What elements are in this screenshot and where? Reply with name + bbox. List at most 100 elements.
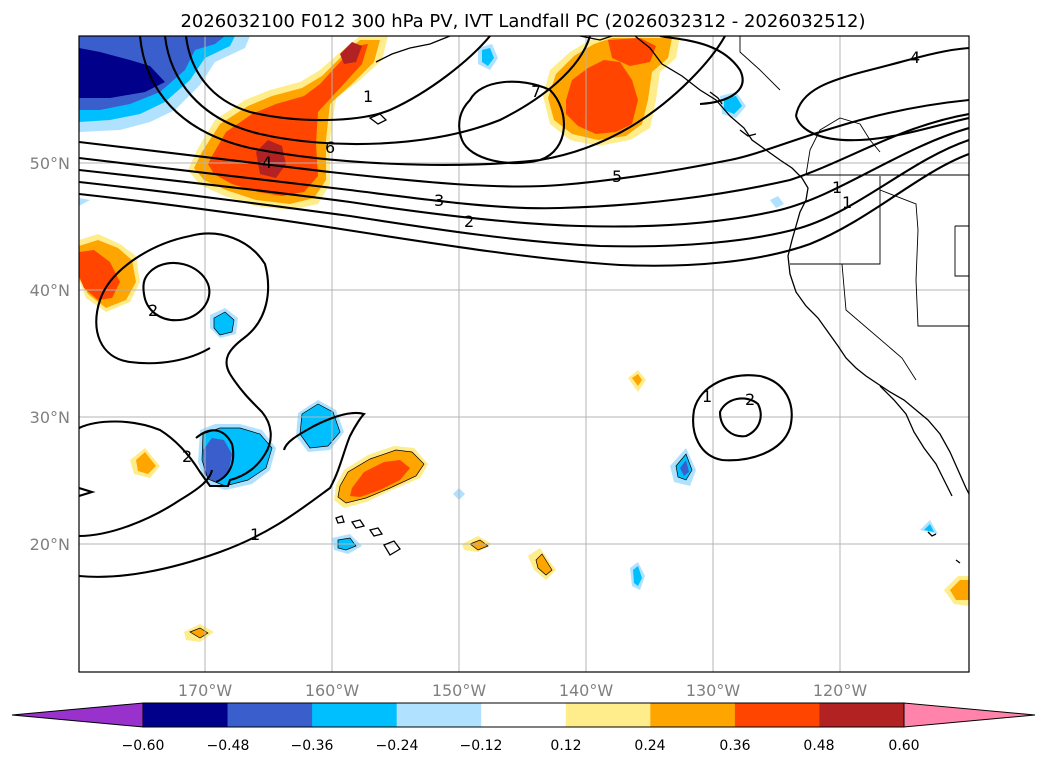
contour-line	[79, 98, 969, 188]
pos-region-small	[632, 374, 642, 386]
alaska-coast	[375, 36, 451, 63]
contour-line	[195, 429, 235, 483]
baja-coast	[879, 385, 953, 497]
lon-label: 150°W	[432, 681, 487, 700]
contour-label: 4	[262, 153, 272, 172]
colorbar-segment	[734, 703, 820, 727]
colorbar-segment	[312, 703, 398, 727]
contour-line	[692, 374, 793, 462]
map-frame	[78, 35, 970, 673]
neg-region-small	[482, 48, 494, 66]
island	[350, 519, 366, 529]
state-border	[879, 189, 969, 327]
colorbar-segment	[904, 703, 1035, 727]
neg-region-small	[770, 196, 784, 208]
pos-region-northeast	[566, 60, 638, 134]
pos-region-small	[950, 580, 969, 600]
neg-region-small	[680, 460, 689, 476]
contour-label: 2	[182, 447, 192, 466]
contour-label: 2	[148, 301, 158, 320]
island	[383, 540, 401, 556]
colorbar-tick-labels: −0.60 −0.48 −0.36 −0.24 −0.12 0.12 0.24 …	[122, 738, 920, 754]
colorbar-segment	[819, 703, 905, 727]
colorbar-tick-label: −0.48	[207, 738, 250, 754]
contour-line	[79, 469, 214, 538]
lon-label: 160°W	[305, 681, 360, 700]
contour-label: 6	[325, 138, 335, 157]
colorbar-segment	[12, 703, 143, 727]
contour-line	[79, 232, 272, 488]
map-panel: 6 4 1 7 5 3 2 4 1 2 1 2 1 2 1	[79, 36, 969, 672]
lon-label: 140°W	[559, 681, 614, 700]
alaska-canada-border	[739, 36, 781, 91]
neg-region-small	[633, 566, 642, 586]
colorbar-tick-label: 0.36	[719, 738, 750, 754]
lat-label: 40°N	[30, 281, 70, 300]
contour-line	[794, 46, 969, 117]
colorbar-tick-label: −0.60	[122, 738, 165, 754]
colorbar-segment	[143, 703, 229, 727]
contour-label: 5	[612, 167, 622, 186]
lat-label: 30°N	[30, 408, 70, 427]
colorbar-segment	[565, 703, 651, 727]
colorbar-tick-label: 0.48	[803, 738, 834, 754]
contour-label: 1	[250, 525, 260, 544]
island	[579, 36, 613, 41]
state-border	[954, 225, 969, 277]
colorbar: −0.60 −0.48 −0.36 −0.24 −0.12 0.12 0.24 …	[11, 702, 1036, 754]
contour-labels: 6 4 1 7 5 3 2 4 1 2 1 2 1 2 1	[148, 48, 920, 544]
contour-label: 1	[832, 178, 842, 197]
contour-label: 7	[531, 82, 541, 101]
contour-label: 1	[702, 387, 712, 406]
contour-label: 2	[464, 212, 474, 231]
colorbar-tick-label: −0.24	[376, 738, 419, 754]
colorbar-segment	[481, 703, 567, 727]
neg-region-small	[724, 96, 742, 114]
map-title: 2026032100 F012 300 hPa PV, IVT Landfall…	[180, 11, 865, 32]
island	[368, 527, 384, 537]
contour-label: 1	[363, 87, 373, 106]
contour-line	[79, 486, 96, 498]
contour-line	[184, 36, 491, 122]
neg-region-small	[214, 312, 234, 335]
pos-region-small	[136, 452, 156, 474]
contour-line	[794, 115, 969, 142]
colorbar-tick-label: −0.12	[460, 738, 503, 754]
contour-label: 4	[910, 48, 920, 67]
state-border	[841, 263, 917, 381]
graticule	[79, 36, 969, 672]
neg-region-west-central	[300, 404, 340, 448]
colorbar-tick-label: 0.12	[550, 738, 581, 754]
fill-outlines	[189, 311, 693, 639]
lat-label: 20°N	[30, 535, 70, 554]
contour-line	[79, 126, 969, 228]
island	[927, 531, 937, 537]
island	[739, 129, 757, 137]
colorbar-segment	[650, 703, 736, 727]
contour-line	[79, 411, 367, 578]
pos-region-west	[79, 250, 120, 300]
contour-line	[138, 36, 726, 166]
contour-line	[142, 261, 211, 322]
pos-region-northeast	[608, 38, 656, 66]
colorbar-tick-label: −0.36	[291, 738, 334, 754]
island	[955, 559, 961, 564]
pos-region-gulf-alaska	[208, 44, 368, 196]
latitude-labels: 50°N 40°N 30°N 20°N	[30, 154, 70, 554]
contour-line	[79, 139, 969, 248]
colorbar-segment	[227, 703, 313, 727]
contour-line	[659, 36, 744, 106]
north-america-coast	[634, 36, 969, 495]
neg-region-northwest	[79, 48, 165, 98]
contour-line	[79, 153, 969, 267]
pos-region-central	[350, 460, 410, 497]
negative-anomaly-fill	[79, 36, 938, 590]
contour-line	[95, 234, 211, 365]
lon-label: 120°W	[813, 681, 868, 700]
contour-label: 1	[842, 193, 852, 212]
neg-region-west	[203, 438, 232, 482]
colorbar-tick-label: 0.24	[634, 738, 665, 754]
pos-region-gulf-alaska	[340, 42, 362, 64]
lon-label: 170°W	[178, 681, 233, 700]
